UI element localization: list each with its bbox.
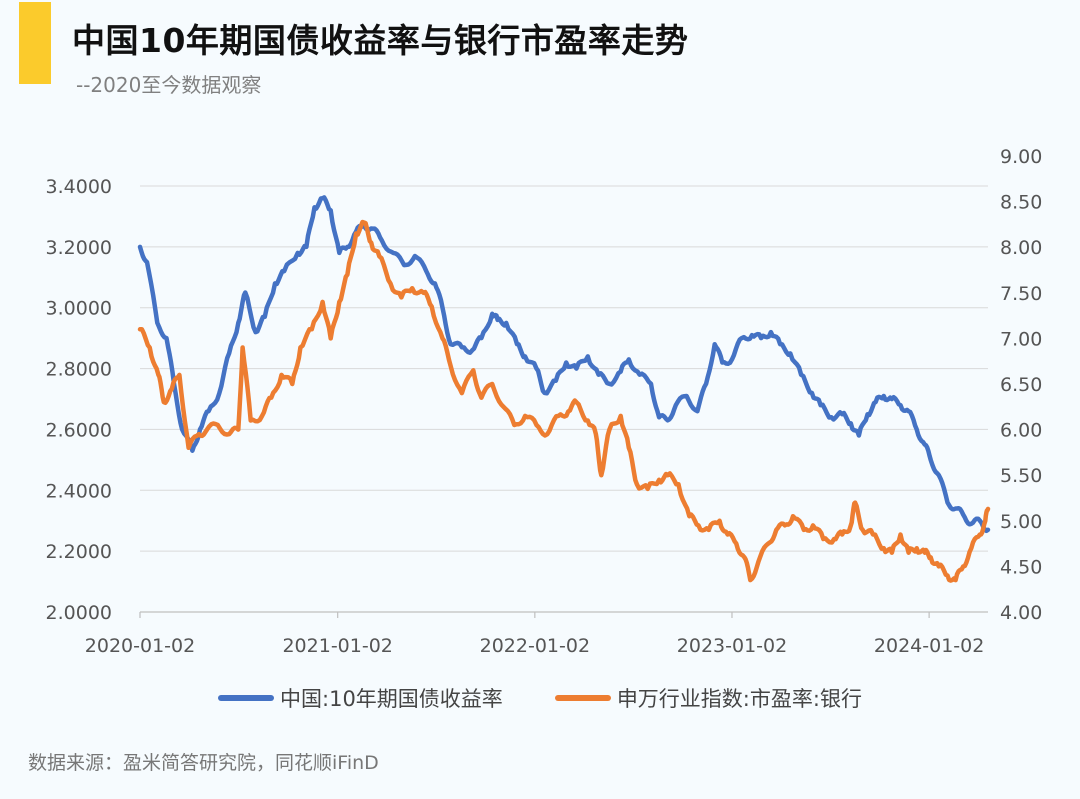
y-right-tick-label: 7.00: [1000, 328, 1042, 350]
y-right-tick-label: 8.00: [1000, 237, 1042, 259]
y-right-tick-label: 4.00: [1000, 602, 1042, 624]
legend-item-bond-yield: 中国:10年期国债收益率: [218, 683, 503, 713]
axes: 2.0000 2.2000 2.4000 2.6000 2.8000 3.0000 3.20…: [46, 146, 1043, 657]
x-tick-label: 2022-01-02: [480, 635, 590, 657]
y-left-tick-label: 2.4000: [46, 480, 112, 502]
series-line-bond-yield: [137, 195, 991, 534]
page-title: 中国10年期国债收益率与银行市盈率走势: [72, 21, 689, 60]
y-left-tick-label: 3.4000: [46, 176, 112, 198]
y-left-tick-label: 3.2000: [46, 237, 112, 259]
y-left-tick-label: 2.8000: [46, 359, 112, 381]
x-tick-label: 2023-01-02: [677, 635, 787, 657]
line-chart: 2.0000 2.2000 2.4000 2.6000 2.8000 3.0000 3.20…: [46, 146, 1043, 657]
x-tick-label: 2021-01-02: [282, 635, 392, 657]
legend-item-bank-pe: 申万行业指数:市盈率:银行: [554, 683, 862, 713]
y-left-tick-label: 2.6000: [46, 419, 112, 441]
series-lines: [137, 195, 991, 583]
y-left-tick-label: 3.0000: [46, 298, 112, 320]
y-right-tick-label: 8.50: [1000, 192, 1042, 214]
y-right-tick-label: 6.00: [1000, 420, 1042, 442]
y-right-tick-label: 5.00: [1000, 511, 1042, 533]
y-right-tick-label: 4.50: [1000, 556, 1042, 578]
x-tick-label: 2024-01-02: [874, 635, 984, 657]
legend-swatch-blue: [218, 695, 275, 701]
y-left-tick-label: 2.2000: [46, 541, 112, 563]
y-right-tick-label: 9.00: [1000, 146, 1042, 168]
legend-label-bond-yield: 中国:10年期国债收益率: [280, 687, 503, 711]
legend-label-bank-pe: 申万行业指数:市盈率:银行: [616, 687, 862, 711]
y-right-tick-label: 6.50: [1000, 374, 1042, 396]
y-right-tick-label: 5.50: [1000, 465, 1042, 487]
page-subtitle: --2020至今数据观察: [76, 73, 262, 97]
data-source-note: 数据来源：盈米简答研究院，同花顺iFinD: [28, 752, 379, 774]
series-line-bank-pe: [137, 219, 991, 583]
title-accent-bar: [19, 2, 51, 84]
y-right-tick-label: 7.50: [1000, 283, 1042, 305]
legend: 中国:10年期国债收益率 申万行业指数:市盈率:银行: [0, 683, 1080, 713]
y-left-tick-label: 2.0000: [46, 602, 112, 624]
x-tick-label: 2020-01-02: [85, 635, 195, 657]
legend-swatch-orange: [554, 695, 611, 701]
